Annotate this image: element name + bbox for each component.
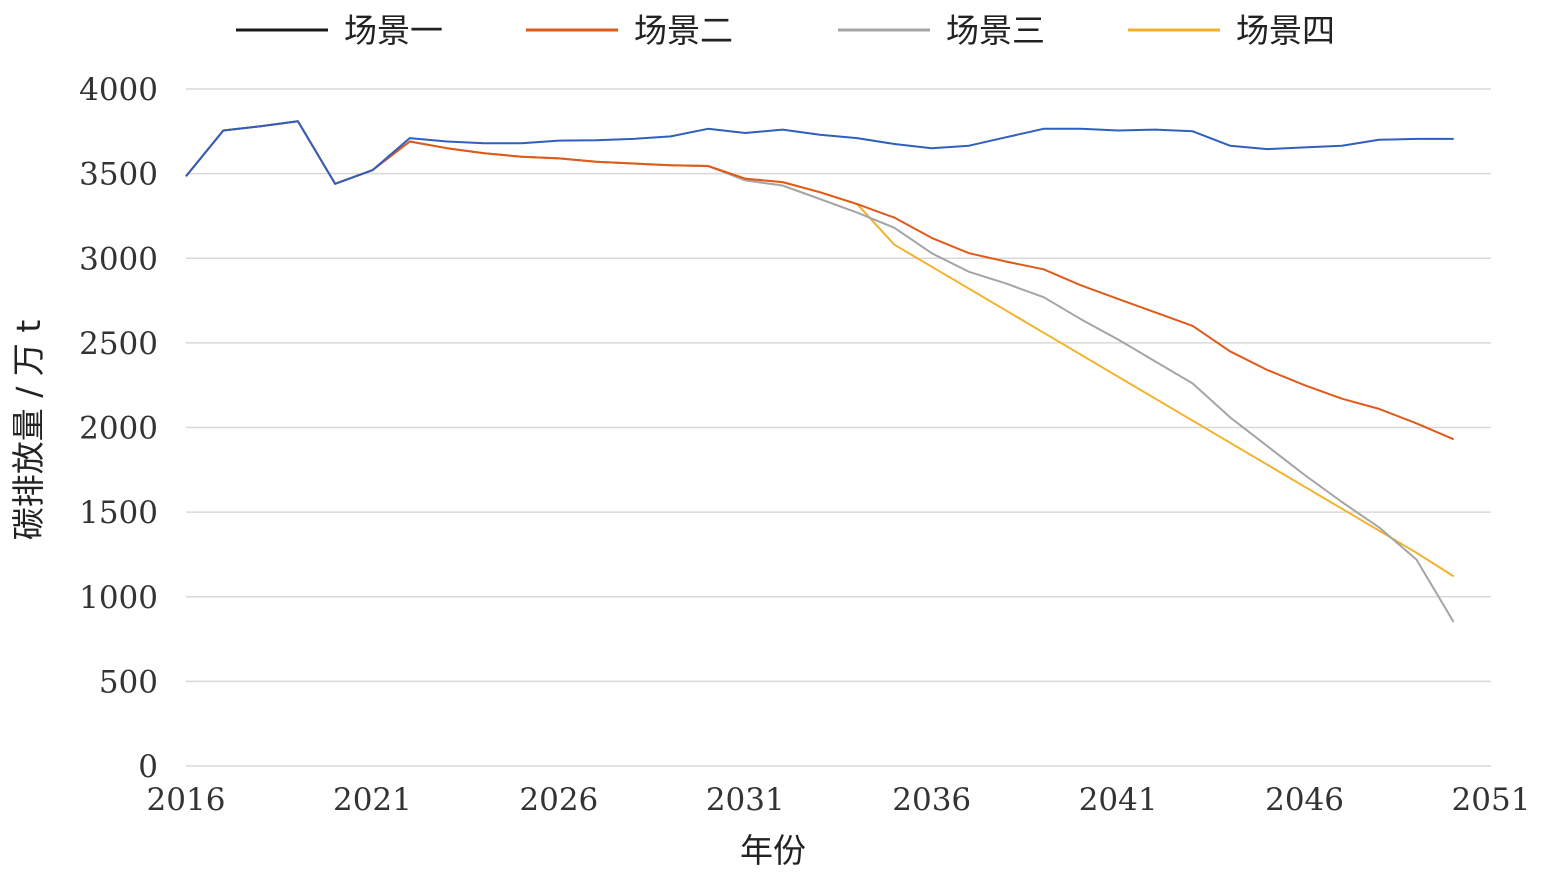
x-tick-label: 2041 (1079, 782, 1158, 818)
y-axis-ticks: 0 500 1000 1500 2000 2500 3000 3500 4000 (79, 72, 158, 785)
y-tick-label: 2000 (79, 411, 158, 447)
y-tick-label: 1500 (79, 495, 158, 531)
x-tick-label: 2026 (519, 782, 598, 818)
series-line-4 (185, 120, 1455, 578)
legend-label-4: 场景四 (1236, 11, 1335, 50)
legend: 场景一 场景二 场景三 场景四 (236, 11, 1335, 50)
x-tick-label: 2036 (892, 782, 971, 818)
x-tick-label: 2046 (1265, 782, 1344, 818)
grid-lines (186, 88, 1491, 767)
y-axis-title: 碳排放量 / 万 t (9, 320, 48, 541)
y-tick-label: 4000 (79, 72, 158, 108)
x-axis-ticks: 2016 2021 2026 2031 2036 2041 2046 2051 (147, 782, 1531, 818)
series-line-3 (185, 120, 1455, 623)
y-tick-label: 3500 (79, 157, 158, 193)
y-tick-label: 2500 (79, 326, 158, 362)
y-tick-label: 1000 (79, 580, 158, 616)
series-lines (185, 120, 1455, 623)
legend-label-1: 场景一 (344, 11, 443, 50)
legend-label-3: 场景三 (946, 11, 1045, 50)
x-tick-label: 2021 (333, 782, 412, 818)
y-tick-label: 0 (138, 749, 158, 785)
y-tick-label: 3000 (79, 241, 158, 277)
x-axis-title: 年份 (740, 831, 806, 870)
series-line-1 (185, 120, 1454, 185)
series-line-2 (185, 120, 1455, 441)
y-tick-label: 500 (99, 664, 158, 700)
legend-label-2: 场景二 (634, 11, 733, 50)
x-tick-label: 2051 (1452, 782, 1531, 818)
x-tick-label: 2016 (147, 782, 226, 818)
x-tick-label: 2031 (706, 782, 785, 818)
